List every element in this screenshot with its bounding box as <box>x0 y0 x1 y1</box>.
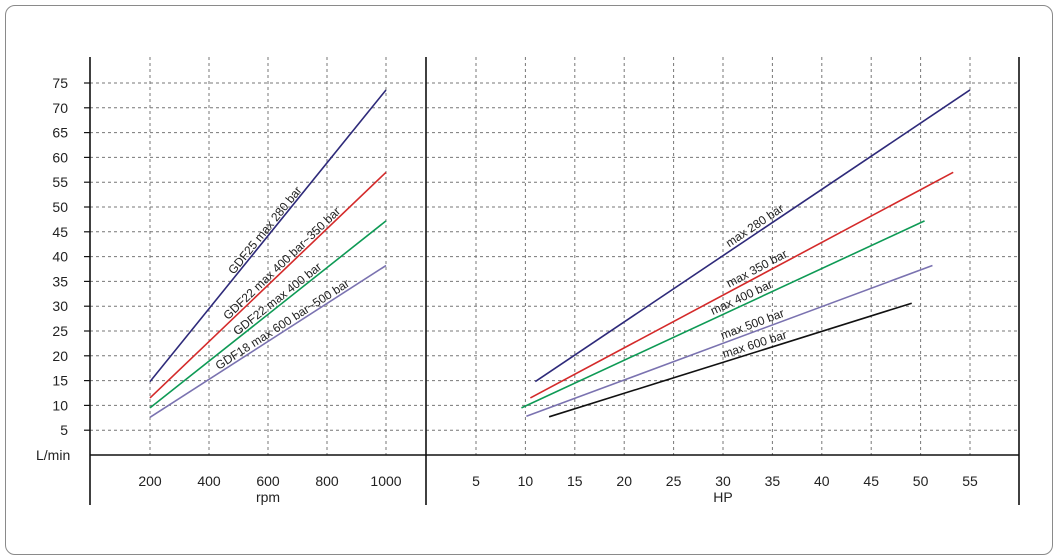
x-tick-label: 1000 <box>370 473 401 489</box>
series-line <box>149 171 387 399</box>
y-tick-label: 45 <box>52 224 68 240</box>
x-tick-label: 10 <box>518 473 534 489</box>
x-tick-label: 15 <box>567 473 583 489</box>
series-line <box>149 264 387 418</box>
y-tick-label: 5 <box>60 422 68 438</box>
y-tick-label: 70 <box>52 100 68 116</box>
x-tick-label: 30 <box>715 473 731 489</box>
series-line <box>149 89 387 383</box>
y-tick-label: 30 <box>52 298 68 314</box>
y-tick-label: 35 <box>52 273 68 289</box>
x-tick-label: 5 <box>472 473 480 489</box>
labels: 5 10 15 20 25 30 35 40 45 50 55 60 65 70 75 L/min 200 400… <box>36 75 978 505</box>
y-tick-label: 65 <box>52 125 68 141</box>
y-tick-label: 60 <box>52 149 68 165</box>
y-tick-label: 50 <box>52 199 68 215</box>
y-tick-label: 40 <box>52 249 68 265</box>
y-tick-label: 20 <box>52 348 68 364</box>
series-line <box>521 220 925 409</box>
x-tick-label: 800 <box>315 473 339 489</box>
x-axis-label-rpm: rpm <box>256 489 280 505</box>
series-line <box>529 171 954 399</box>
axes <box>84 57 1020 505</box>
x-tick-label: 20 <box>616 473 632 489</box>
x-tick-label: 200 <box>138 473 162 489</box>
series-line <box>149 220 387 409</box>
x-tick-label: 40 <box>814 473 830 489</box>
y-tick-label: 75 <box>52 75 68 91</box>
series-label: GDF25 max 280 bar <box>225 184 304 277</box>
grid-lines <box>90 57 1019 455</box>
series-lines <box>149 89 971 418</box>
y-tick-label: 55 <box>52 174 68 190</box>
x-tick-label: 35 <box>765 473 781 489</box>
x-tick-label: 400 <box>197 473 221 489</box>
y-axis-label: L/min <box>36 447 70 463</box>
x-axis-label-hp: HP <box>713 489 732 505</box>
series-line <box>526 264 933 418</box>
series-line <box>548 302 912 418</box>
y-tick-label: 25 <box>52 323 68 339</box>
series-line <box>534 89 971 383</box>
y-tick-label: 15 <box>52 373 68 389</box>
x-tick-label: 600 <box>256 473 280 489</box>
chart-frame <box>5 5 1053 555</box>
x-tick-label: 50 <box>913 473 929 489</box>
x-tick-label: 55 <box>962 473 978 489</box>
x-tick-label: 25 <box>666 473 682 489</box>
series-label: max 280 bar <box>723 201 786 250</box>
y-tick-label: 10 <box>52 397 68 413</box>
x-tick-label: 45 <box>863 473 879 489</box>
